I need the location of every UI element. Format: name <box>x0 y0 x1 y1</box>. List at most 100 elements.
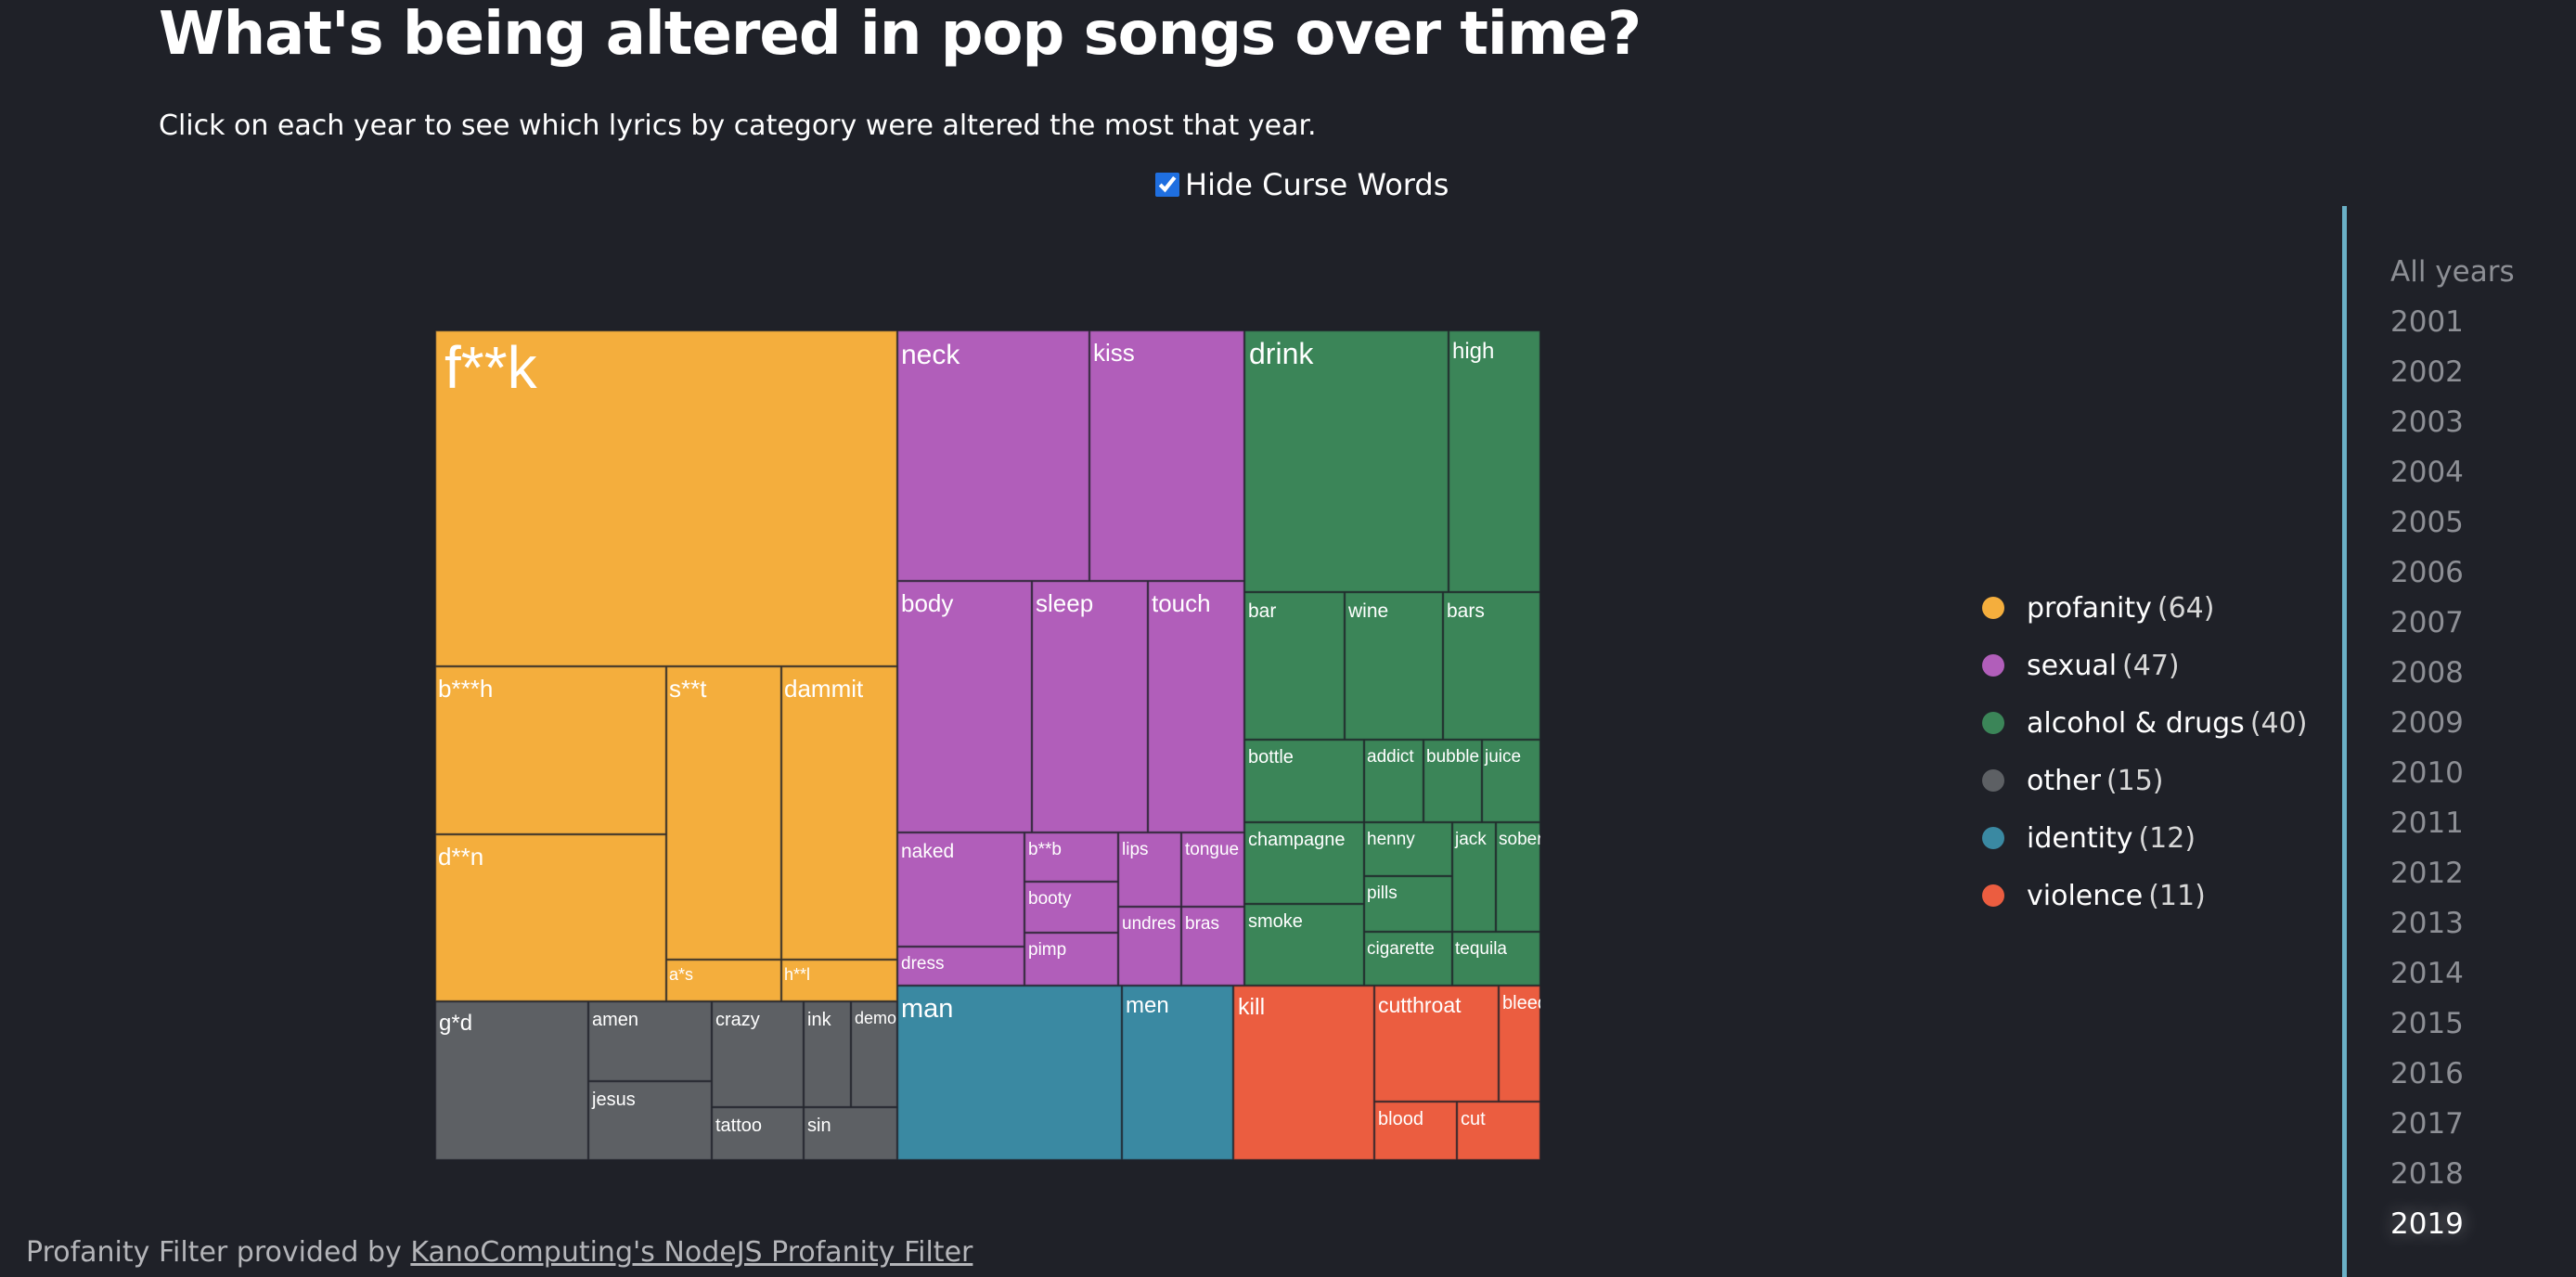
treemap-cell: man <box>896 985 1123 1161</box>
treemap-cell: bras <box>1180 906 1245 987</box>
year-item[interactable]: 2009 <box>2390 706 2464 740</box>
treemap-rect <box>1088 329 1245 582</box>
legend-count: (12) <box>2138 821 2196 855</box>
treemap-cell: tattoo <box>711 1106 805 1161</box>
treemap-rect <box>1121 985 1234 1161</box>
treemap-label: wine <box>1347 600 1388 622</box>
year-item[interactable]: 2010 <box>2390 756 2464 790</box>
year-item[interactable]: 2016 <box>2390 1057 2464 1090</box>
treemap-label: dress <box>901 954 944 974</box>
year-item[interactable]: 2017 <box>2390 1107 2464 1141</box>
treemap-cell: dress <box>896 946 1025 987</box>
treemap-label: high <box>1452 339 1494 364</box>
legend-count: (40) <box>2249 706 2308 740</box>
legend-count: (64) <box>2157 591 2215 625</box>
treemap-rect <box>1451 931 1541 987</box>
year-item[interactable]: 2001 <box>2390 305 2464 339</box>
year-item[interactable]: 2004 <box>2390 456 2464 489</box>
year-item[interactable]: 2007 <box>2390 606 2464 639</box>
treemap-cell: jack <box>1451 821 1497 933</box>
treemap-rect <box>803 1106 898 1161</box>
profanity-filter-link[interactable]: KanoComputing's NodeJS Profanity Filter <box>410 1236 973 1269</box>
treemap-label: g*d <box>439 1011 472 1036</box>
year-item[interactable]: 2002 <box>2390 355 2464 389</box>
treemap-cell: bubble <box>1423 739 1483 823</box>
treemap-rect <box>1363 931 1453 987</box>
treemap-rect <box>1243 821 1365 905</box>
year-item[interactable]: 2019 <box>2390 1207 2464 1241</box>
treemap-label: h**l <box>784 965 810 984</box>
treemap-cell: lips <box>1117 832 1182 908</box>
treemap-label: kiss <box>1093 339 1135 367</box>
treemap-cell: f**k <box>434 329 898 667</box>
treemap-rect <box>1232 985 1375 1161</box>
treemap-cell: blood <box>1373 1101 1458 1161</box>
treemap-label: sleep <box>1036 589 1093 617</box>
year-item[interactable]: 2018 <box>2390 1157 2464 1191</box>
year-item[interactable]: 2014 <box>2390 957 2464 990</box>
treemap-label: sin <box>807 1116 831 1136</box>
treemap-label: smoke <box>1248 911 1303 932</box>
treemap-cell: g*d <box>434 1000 589 1161</box>
treemap-rect <box>896 985 1123 1161</box>
treemap-cell: tequila <box>1451 931 1541 987</box>
treemap-label: jack <box>1454 830 1487 849</box>
treemap-label: cut <box>1461 1109 1486 1129</box>
treemap-label: blood <box>1378 1109 1423 1129</box>
treemap-label: kill <box>1238 994 1265 1020</box>
treemap-rect <box>434 665 667 835</box>
treemap-label: juice <box>1484 747 1521 767</box>
treemap-rect <box>1180 832 1245 908</box>
year-item[interactable]: 2005 <box>2390 506 2464 539</box>
treemap-cell: demo <box>850 1000 898 1108</box>
treemap-cell: h**l <box>780 959 898 1002</box>
year-item[interactable]: 2008 <box>2390 656 2464 690</box>
treemap-cell: bottle <box>1243 739 1365 823</box>
treemap-rect <box>1031 580 1149 833</box>
year-item[interactable]: 2013 <box>2390 907 2464 940</box>
treemap-cell: pimp <box>1024 932 1119 987</box>
treemap-cell: b***h <box>434 665 667 835</box>
legend-count: (47) <box>2122 649 2180 682</box>
treemap-label: amen <box>592 1010 638 1030</box>
year-divider <box>2342 206 2347 1277</box>
treemap-rect <box>1495 821 1541 933</box>
year-item[interactable]: 2006 <box>2390 556 2464 589</box>
treemap-rect <box>1448 329 1541 593</box>
legend-swatch <box>1982 769 2004 792</box>
treemap-label: ink <box>807 1010 832 1030</box>
hide-curse-words-checkbox[interactable] <box>1155 173 1179 197</box>
treemap-label: lips <box>1122 840 1149 859</box>
treemap-rect <box>665 665 782 961</box>
year-item[interactable]: 2011 <box>2390 806 2464 840</box>
treemap-cell: s**t <box>665 665 782 961</box>
treemap-rect <box>1373 985 1500 1103</box>
hide-curse-words-toggle[interactable]: Hide Curse Words <box>1155 167 1449 202</box>
treemap-rect <box>711 1000 805 1108</box>
treemap-label: bubble <box>1426 747 1479 767</box>
treemap-label: man <box>901 994 953 1024</box>
legend-label: violence <box>2027 879 2144 912</box>
treemap-label: f**k <box>444 334 538 401</box>
treemap-rect <box>1442 591 1541 741</box>
treemap-cell: cutthroat <box>1373 985 1500 1103</box>
year-item[interactable]: 2012 <box>2390 857 2464 890</box>
treemap-rect <box>780 665 898 961</box>
treemap-cell: b**b <box>1024 832 1119 883</box>
treemap-rect <box>1456 1101 1541 1161</box>
legend-label: alcohol & drugs <box>2027 706 2245 740</box>
treemap-rect <box>896 946 1025 987</box>
year-item[interactable]: All years <box>2390 255 2515 289</box>
treemap-rect <box>1363 739 1424 823</box>
treemap-cell: cut <box>1456 1101 1541 1161</box>
treemap-label: body <box>901 589 953 617</box>
legend-count: (15) <box>2106 764 2164 797</box>
year-item[interactable]: 2003 <box>2390 406 2464 439</box>
treemap-rect <box>896 329 1090 582</box>
treemap-label: undres <box>1122 914 1176 934</box>
year-item[interactable]: 2015 <box>2390 1007 2464 1040</box>
treemap-rect <box>1147 580 1245 833</box>
treemap-label: naked <box>901 841 954 862</box>
treemap-label: cigarette <box>1367 939 1435 959</box>
treemap-rect <box>1024 832 1119 883</box>
